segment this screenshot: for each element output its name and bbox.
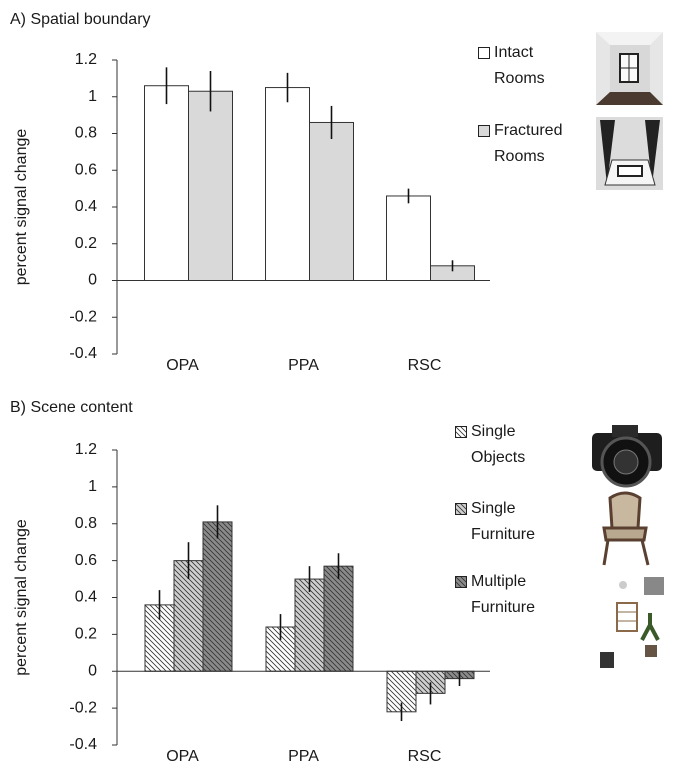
legend-swatch bbox=[478, 46, 490, 59]
y-tick-label: 0 bbox=[88, 662, 97, 679]
y-tick-label: 0.4 bbox=[75, 198, 97, 215]
legend-label: Fractured Rooms bbox=[494, 122, 563, 165]
photo-furniture bbox=[600, 577, 664, 668]
photo-camera bbox=[592, 425, 662, 488]
legend-swatch bbox=[455, 425, 467, 438]
y-tick-label: 1.2 bbox=[75, 51, 97, 68]
y-tick-label: 0 bbox=[88, 272, 97, 289]
bar bbox=[323, 565, 354, 672]
legend-label: Intact Rooms bbox=[494, 44, 545, 87]
y-axis-label: percent signal change bbox=[13, 129, 30, 286]
photo-intact-room bbox=[596, 32, 663, 105]
legend-swatch-shape bbox=[478, 47, 490, 59]
y-tick-label: -0.4 bbox=[69, 345, 97, 362]
legend-swatch bbox=[455, 502, 467, 515]
legend-swatch-shape bbox=[455, 576, 467, 588]
chart-title: A) Spatial boundary bbox=[10, 11, 151, 28]
y-tick-label: 0.8 bbox=[75, 125, 97, 142]
legend-swatch-shape bbox=[455, 426, 467, 438]
x-tick-label: RSC bbox=[408, 357, 442, 374]
y-tick-label: 0.2 bbox=[75, 626, 97, 643]
y-tick-label: -0.2 bbox=[69, 308, 97, 325]
chart-title: B) Scene content bbox=[10, 399, 133, 416]
x-tick-label: RSC bbox=[408, 748, 442, 765]
legend-swatch bbox=[478, 124, 490, 137]
legend-swatch-rect bbox=[478, 47, 490, 59]
legend-label: Single Furniture bbox=[471, 500, 536, 543]
y-tick-label: 1.2 bbox=[75, 441, 97, 458]
y-tick-label: 0.6 bbox=[75, 161, 97, 178]
legend-swatch-rect bbox=[455, 503, 467, 515]
y-tick-label: -0.2 bbox=[69, 699, 97, 716]
x-tick-label: OPA bbox=[166, 357, 199, 374]
photo-fractured-room bbox=[596, 117, 663, 190]
y-tick-label: 1 bbox=[88, 478, 97, 495]
legend-swatch bbox=[455, 575, 467, 588]
bar bbox=[202, 521, 233, 672]
y-axis-label: percent signal change bbox=[13, 519, 30, 676]
x-tick-label: PPA bbox=[288, 357, 319, 374]
x-tick-label: OPA bbox=[166, 748, 199, 765]
legend-label: Multiple Furniture bbox=[471, 573, 536, 616]
x-tick-label: PPA bbox=[288, 748, 319, 765]
y-tick-label: -0.4 bbox=[69, 736, 97, 753]
legend-swatch-rect bbox=[455, 576, 467, 588]
legend-swatch-rect bbox=[455, 426, 467, 438]
y-tick-label: 0.6 bbox=[75, 552, 97, 569]
bar bbox=[294, 578, 325, 672]
bar bbox=[265, 87, 310, 281]
bar bbox=[188, 90, 233, 281]
bar bbox=[386, 195, 431, 282]
y-tick-label: 0.4 bbox=[75, 589, 97, 606]
y-tick-label: 0.2 bbox=[75, 235, 97, 252]
bar bbox=[144, 85, 189, 281]
y-tick-label: 0.8 bbox=[75, 515, 97, 532]
photo-chair bbox=[602, 491, 650, 566]
legend-swatch-shape bbox=[478, 125, 490, 137]
y-tick-label: 1 bbox=[88, 88, 97, 105]
legend-label: Single Objects bbox=[471, 423, 526, 466]
legend-swatch-rect bbox=[478, 125, 490, 137]
legend-swatch-shape bbox=[455, 503, 467, 515]
bar bbox=[309, 121, 354, 281]
